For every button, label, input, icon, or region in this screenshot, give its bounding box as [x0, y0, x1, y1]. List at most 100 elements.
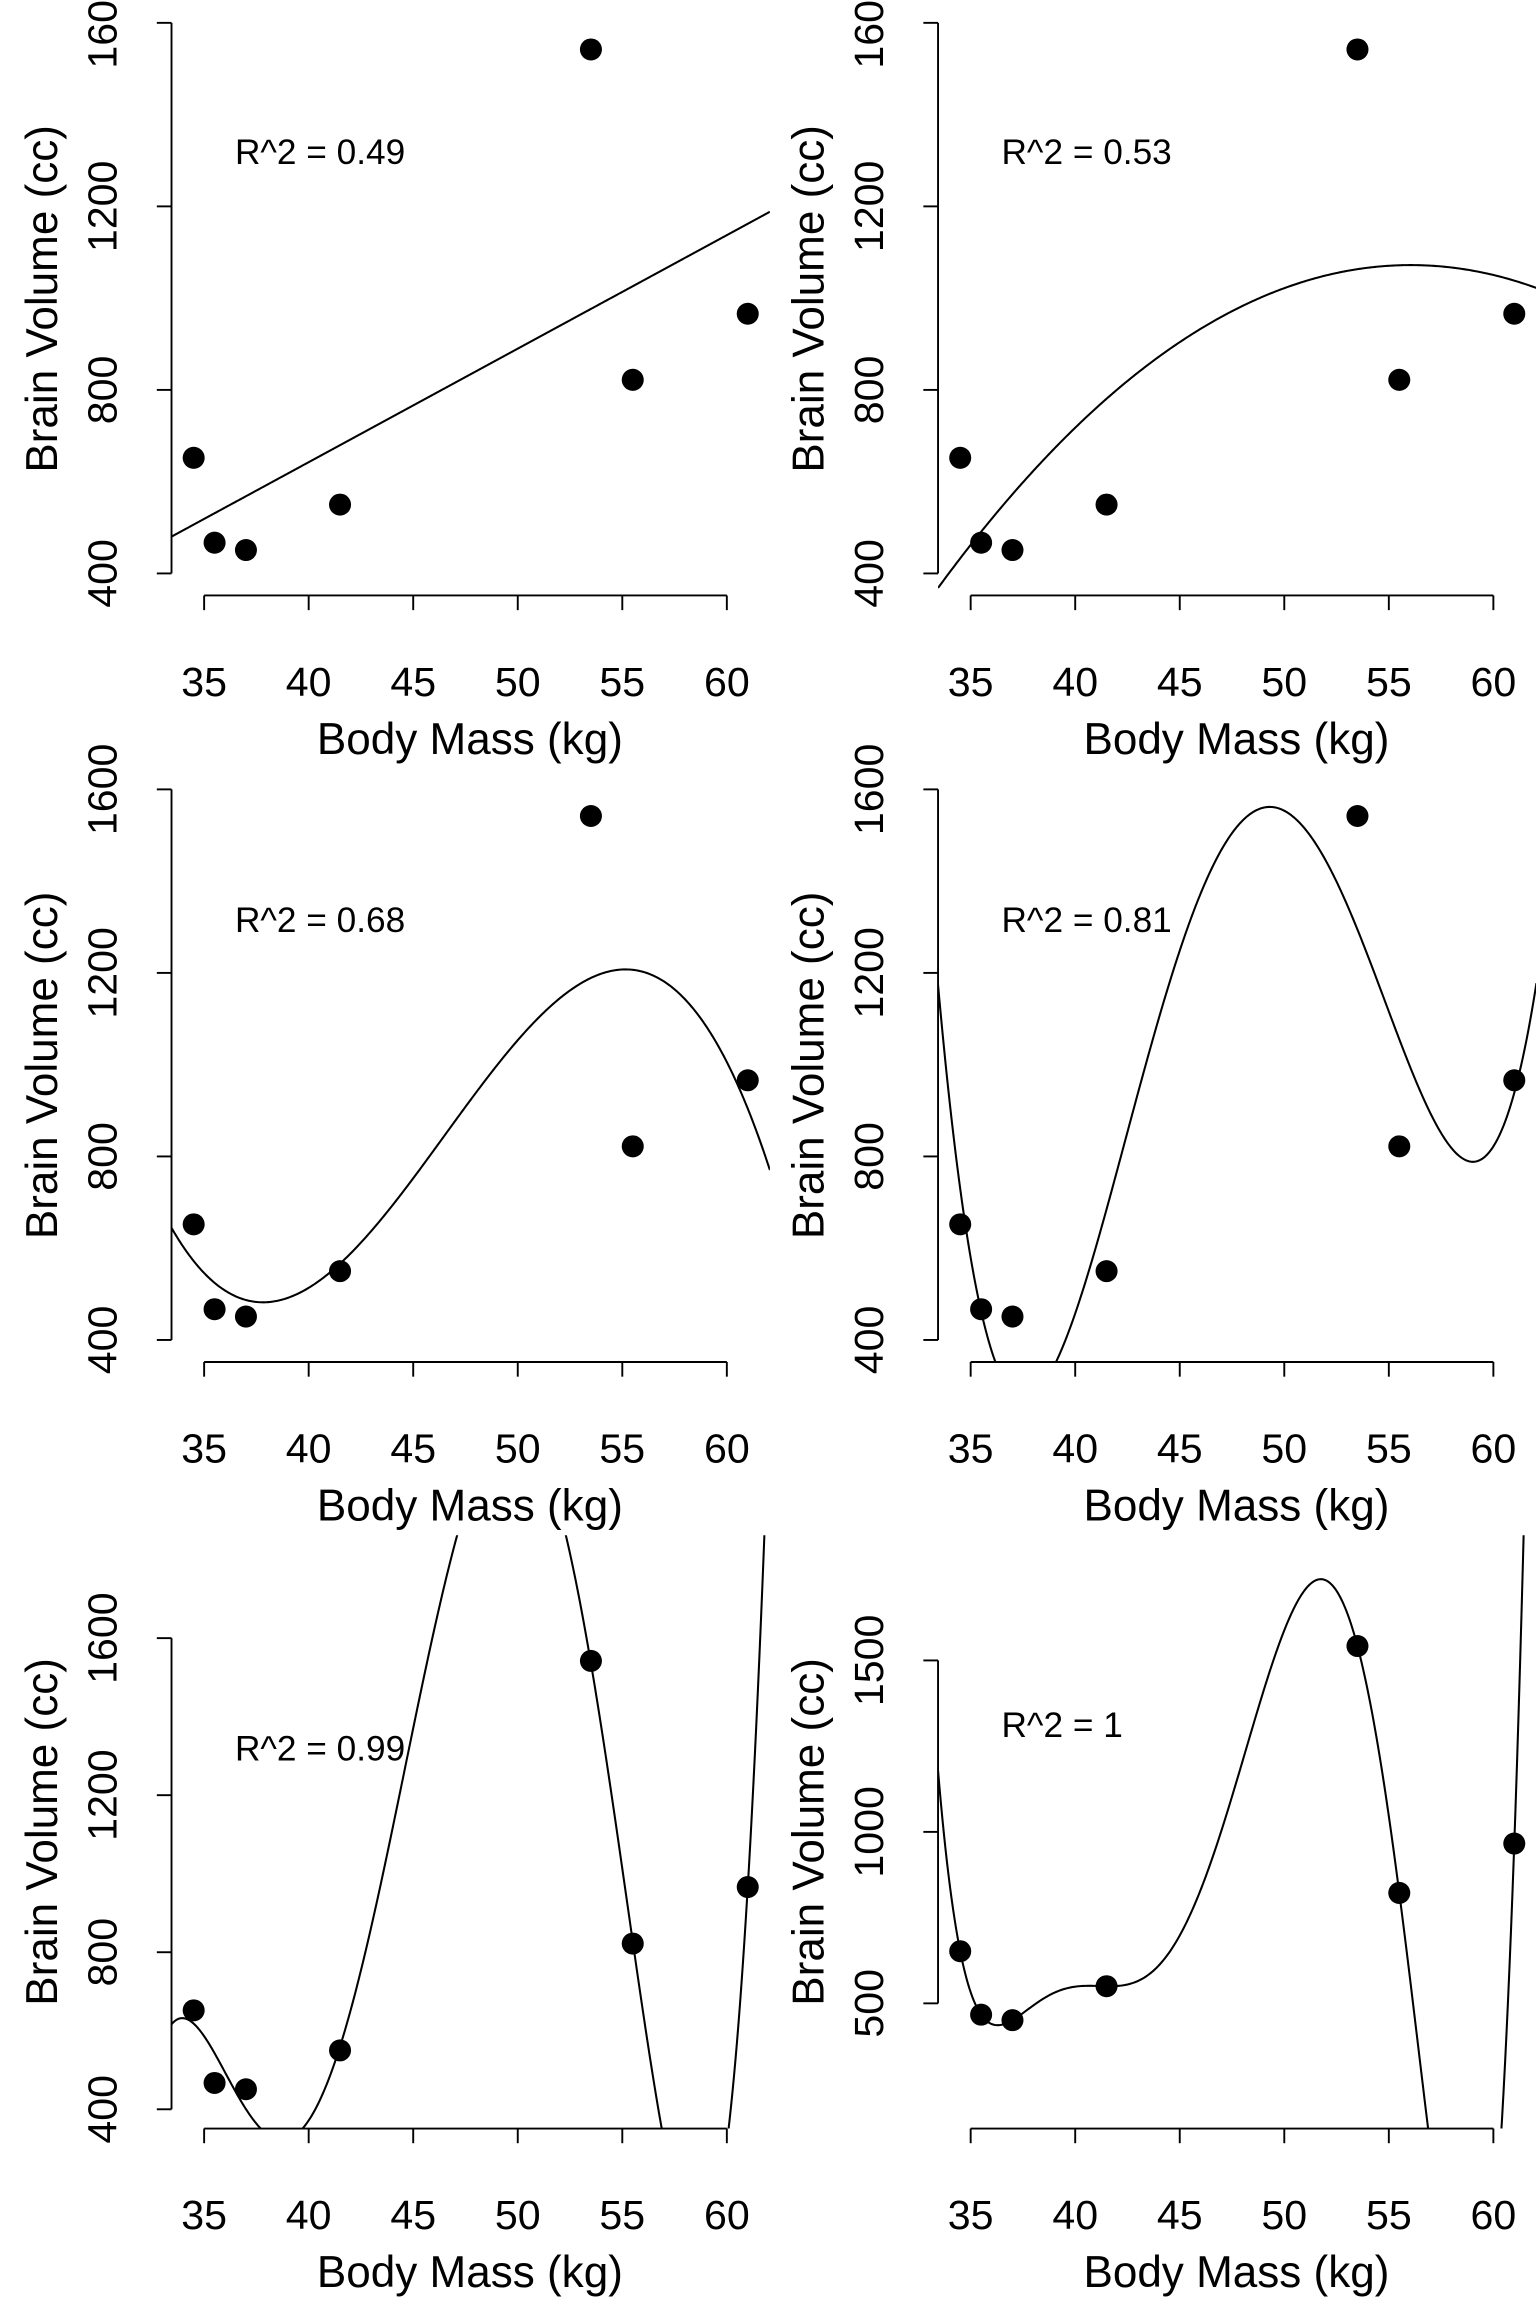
y-axis-label: Brain Volume (cc)	[18, 125, 67, 473]
x-tick-label: 35	[181, 659, 227, 705]
data-point	[329, 493, 352, 516]
y-tick-label: 1200	[846, 927, 892, 1018]
data-point	[1095, 1975, 1118, 1998]
data-point	[579, 1649, 602, 1672]
y-tick-label: 1600	[846, 0, 892, 69]
data-point	[970, 531, 993, 554]
x-tick-label: 35	[948, 1425, 994, 1471]
annotation: R^2 = 0.81	[1001, 901, 1171, 940]
fit-curve	[938, 1535, 1525, 2129]
x-tick-label: 50	[495, 1425, 541, 1471]
y-tick-label: 800	[80, 1122, 126, 1191]
data-point	[329, 2039, 352, 2062]
x-tick-label: 35	[948, 659, 994, 705]
data-point	[1095, 1260, 1118, 1283]
data-point	[1001, 539, 1024, 562]
data-point	[1503, 1832, 1526, 1855]
x-tick-label: 45	[1157, 1425, 1203, 1471]
data-point	[1503, 1069, 1526, 1092]
y-tick-label: 400	[80, 1306, 126, 1375]
x-tick-label: 50	[1261, 1425, 1307, 1471]
data-point	[736, 1069, 759, 1092]
x-tick-label: 35	[181, 1425, 227, 1471]
y-tick-label: 1200	[80, 1749, 126, 1840]
x-tick-label: 45	[390, 659, 436, 705]
x-tick-label: 60	[704, 1425, 750, 1471]
x-tick-label: 40	[286, 659, 332, 705]
y-tick-label: 400	[846, 539, 892, 608]
data-point	[736, 302, 759, 325]
data-point	[234, 539, 257, 562]
y-tick-label: 500	[846, 1969, 892, 2038]
data-point	[1346, 1635, 1369, 1658]
data-point	[970, 2003, 993, 2026]
data-point	[579, 38, 602, 61]
data-point	[949, 1213, 972, 1236]
y-tick-label: 1600	[80, 0, 126, 69]
annotation: R^2 = 0.53	[1001, 133, 1171, 172]
x-tick-label: 50	[495, 659, 541, 705]
x-tick-label: 50	[1261, 2192, 1307, 2238]
x-tick-label: 60	[704, 2192, 750, 2238]
panel: 500 1000 1500 35 40 45 50 55 60 Body Mass (kg) Bra…	[785, 1535, 1526, 2297]
x-axis-label: Body Mass (kg)	[317, 2248, 623, 2297]
data-point	[1388, 1135, 1411, 1158]
y-tick-label: 1600	[846, 744, 892, 835]
fit-curve	[171, 968, 770, 1304]
data-point	[203, 2071, 226, 2094]
x-tick-label: 40	[286, 1425, 332, 1471]
x-axis-label: Body Mass (kg)	[317, 715, 623, 764]
data-point	[182, 1213, 205, 1236]
y-axis-label: Brain Volume (cc)	[785, 125, 834, 473]
x-tick-label: 60	[1471, 1425, 1517, 1471]
y-tick-label: 1500	[846, 1615, 892, 1706]
panel: 400 800 1200 1600 35 40 45 50 55 60 Body Mass (kg)…	[785, 744, 1536, 1530]
annotation: R^2 = 0.99	[235, 1729, 405, 1768]
y-tick-label: 1200	[846, 161, 892, 252]
x-tick-label: 60	[1471, 659, 1517, 705]
data-point	[1346, 38, 1369, 61]
data-point	[234, 1305, 257, 1328]
data-point	[1388, 368, 1411, 391]
x-tick-label: 45	[390, 2192, 436, 2238]
annotation: R^2 = 0.68	[235, 901, 405, 940]
data-point	[949, 446, 972, 469]
x-axis-label: Body Mass (kg)	[1083, 2248, 1389, 2297]
y-tick-label: 800	[80, 1918, 126, 1987]
y-tick-label: 1600	[80, 1592, 126, 1683]
x-tick-label: 50	[495, 2192, 541, 2238]
data-point	[234, 2078, 257, 2101]
data-point	[949, 1940, 972, 1963]
y-tick-label: 1000	[846, 1786, 892, 1877]
y-tick-label: 1600	[80, 744, 126, 835]
y-tick-label: 400	[80, 2075, 126, 2144]
y-tick-label: 1200	[80, 927, 126, 1018]
data-point	[621, 1135, 644, 1158]
data-point	[329, 1260, 352, 1283]
y-tick-label: 800	[846, 356, 892, 425]
x-axis-label: Body Mass (kg)	[1083, 1481, 1389, 1530]
y-tick-label: 400	[846, 1306, 892, 1375]
data-point	[203, 1298, 226, 1321]
x-axis-label: Body Mass (kg)	[317, 1481, 623, 1530]
data-point	[970, 1298, 993, 1321]
y-tick-label: 1200	[80, 161, 126, 252]
x-tick-label: 40	[286, 2192, 332, 2238]
x-tick-label: 55	[1366, 1425, 1412, 1471]
x-tick-label: 45	[1157, 2192, 1203, 2238]
fit-curve	[171, 210, 770, 538]
data-point	[1095, 493, 1118, 516]
data-point	[621, 1932, 644, 1955]
data-point	[736, 1876, 759, 1899]
x-tick-label: 55	[599, 2192, 645, 2238]
y-axis-label: Brain Volume (cc)	[785, 1658, 834, 2006]
y-tick-label: 400	[80, 539, 126, 608]
x-tick-label: 55	[599, 659, 645, 705]
x-tick-label: 45	[1157, 659, 1203, 705]
x-tick-label: 55	[1366, 2192, 1412, 2238]
x-tick-label: 50	[1261, 659, 1307, 705]
x-axis-label: Body Mass (kg)	[1083, 715, 1389, 764]
data-point	[1001, 2009, 1024, 2032]
